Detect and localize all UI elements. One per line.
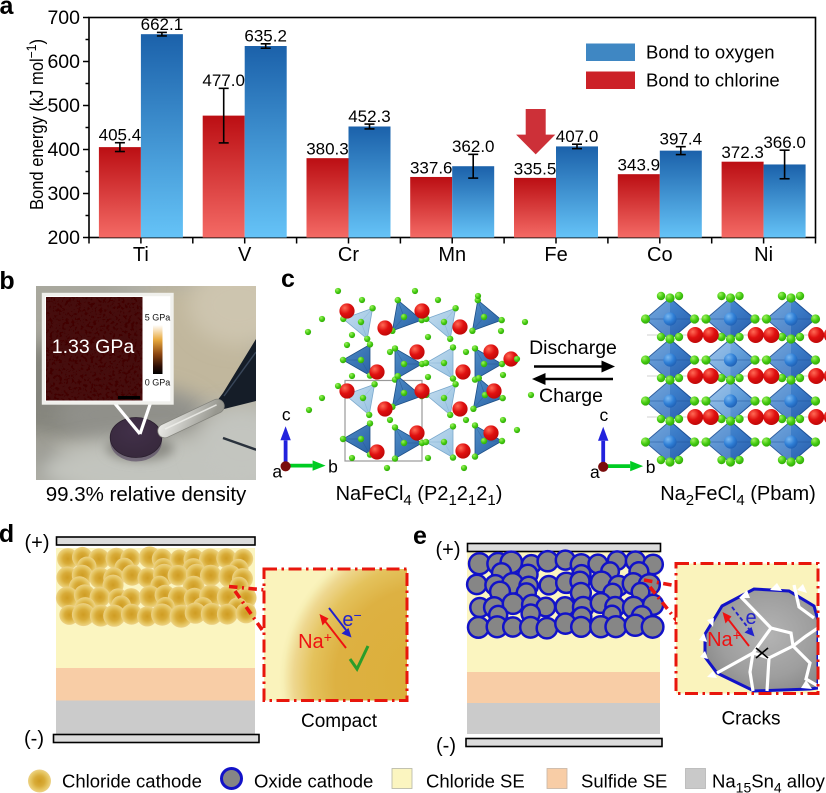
svg-text:300: 300 — [47, 183, 80, 205]
svg-text:Fe: Fe — [544, 244, 567, 266]
svg-text:Discharge: Discharge — [529, 337, 617, 359]
svg-text:d: d — [0, 520, 14, 548]
svg-text:Chloride SE: Chloride SE — [426, 771, 525, 792]
svg-text:Sulfide SE: Sulfide SE — [581, 771, 667, 792]
svg-text:(+): (+) — [436, 539, 461, 561]
svg-text:b: b — [646, 457, 656, 477]
svg-text:452.3: 452.3 — [348, 107, 391, 126]
svg-text:(-): (-) — [24, 728, 44, 750]
svg-text:500: 500 — [47, 95, 80, 117]
svg-text:5 GPa: 5 GPa — [145, 313, 171, 323]
svg-text:200: 200 — [47, 227, 80, 249]
svg-text:Oxide cathode: Oxide cathode — [254, 771, 373, 792]
svg-text:c: c — [281, 265, 295, 293]
svg-text:V: V — [238, 244, 252, 266]
svg-text:397.4: 397.4 — [660, 129, 703, 148]
svg-text:Chloride cathode: Chloride cathode — [62, 771, 202, 792]
svg-text:400: 400 — [47, 139, 80, 161]
svg-text:343.9: 343.9 — [618, 156, 661, 175]
svg-text:Co: Co — [647, 244, 673, 266]
svg-text:Compact: Compact — [301, 711, 378, 732]
svg-text:407.0: 407.0 — [556, 127, 599, 146]
svg-text:0 GPa: 0 GPa — [145, 378, 171, 388]
svg-text:700: 700 — [47, 7, 80, 29]
svg-text:c: c — [600, 405, 609, 425]
svg-text:Bond energy (kJ mol−1): Bond energy (kJ mol−1) — [24, 39, 47, 210]
svg-text:NaFeCl4 (P212121): NaFeCl4 (P212121) — [336, 483, 503, 509]
svg-text:362.0: 362.0 — [452, 137, 495, 156]
svg-text:477.0: 477.0 — [202, 71, 245, 90]
svg-text:c: c — [282, 405, 291, 425]
svg-text:99.3% relative density: 99.3% relative density — [46, 483, 247, 506]
svg-text:Bond to chlorine: Bond to chlorine — [646, 70, 780, 91]
svg-text:Ti: Ti — [133, 244, 149, 266]
svg-text:Ni: Ni — [754, 244, 773, 266]
svg-text:Mn: Mn — [438, 244, 466, 266]
svg-text:a: a — [590, 462, 600, 482]
svg-text:337.6: 337.6 — [410, 158, 453, 177]
svg-text:a: a — [0, 0, 15, 20]
svg-text:Na15Sn4 alloy: Na15Sn4 alloy — [712, 771, 826, 793]
svg-text:635.2: 635.2 — [244, 27, 287, 46]
svg-text:600: 600 — [47, 51, 80, 73]
svg-text:Charge: Charge — [539, 385, 603, 407]
svg-text:405.4: 405.4 — [99, 126, 142, 145]
svg-text:Bond to oxygen: Bond to oxygen — [646, 42, 775, 63]
svg-text:e: e — [413, 522, 427, 550]
svg-text:1.33 GPa: 1.33 GPa — [52, 336, 135, 358]
svg-text:e: e — [745, 607, 756, 629]
svg-text:366.0: 366.0 — [763, 133, 806, 152]
svg-text:662.1: 662.1 — [141, 15, 184, 34]
svg-text:(-): (-) — [436, 735, 456, 757]
svg-text:(+): (+) — [25, 532, 50, 554]
svg-text:Cracks: Cracks — [721, 709, 780, 730]
svg-text:b: b — [0, 267, 15, 295]
svg-text:335.5: 335.5 — [514, 159, 557, 178]
svg-text:380.3: 380.3 — [306, 140, 349, 159]
svg-text:a: a — [272, 462, 282, 482]
svg-text:b: b — [328, 457, 338, 477]
svg-text:372.3: 372.3 — [721, 143, 764, 162]
svg-text:Cr: Cr — [338, 244, 359, 266]
